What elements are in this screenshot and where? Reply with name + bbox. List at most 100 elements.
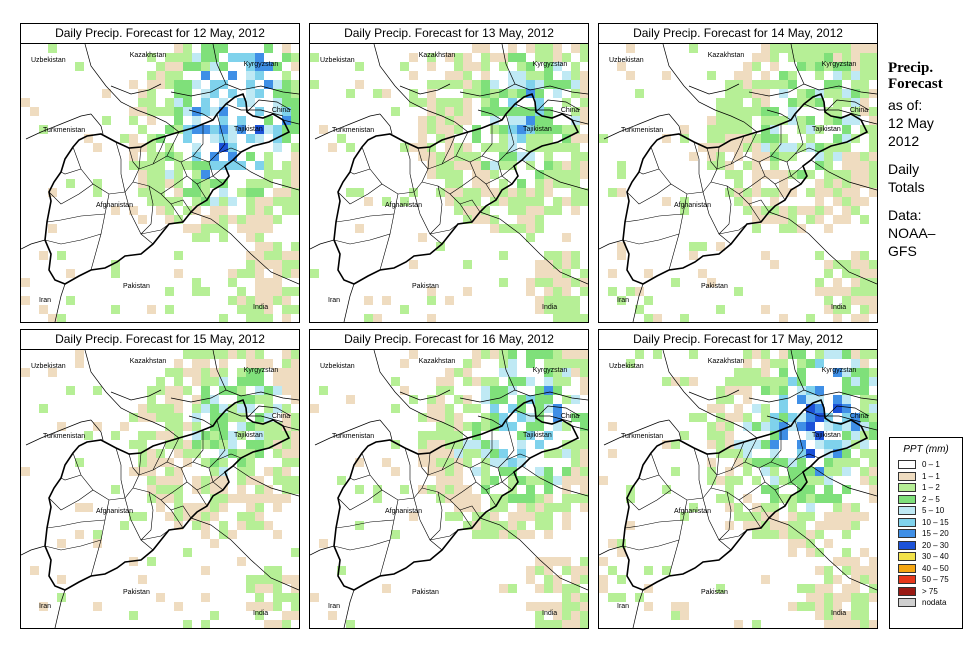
precip-cell	[255, 521, 264, 530]
border-line	[459, 389, 588, 403]
precip-cell	[319, 125, 328, 134]
precip-cell	[544, 170, 553, 179]
province-boundary	[335, 519, 395, 529]
precip-cell	[273, 143, 282, 152]
precip-cell	[562, 314, 571, 322]
precip-cell	[815, 359, 824, 368]
precip-cell	[219, 404, 228, 413]
precip-cell	[797, 44, 806, 53]
precip-cell	[743, 377, 752, 386]
country-label-afghanistan: Afghanistan	[674, 508, 711, 515]
precip-cell	[490, 377, 499, 386]
precip-cell	[806, 530, 815, 539]
precip-cell	[246, 206, 255, 215]
precip-cell	[535, 395, 544, 404]
precip-cell	[562, 53, 571, 62]
precip-map: KazakhstanUzbekistanKyrgyzstanChinaTurkm…	[599, 350, 877, 628]
precip-cell	[779, 170, 788, 179]
precip-cell	[427, 440, 436, 449]
precip-cell	[291, 152, 299, 161]
precip-cell	[824, 188, 833, 197]
precip-cell	[851, 278, 860, 287]
precip-cell	[264, 584, 273, 593]
precip-cell	[508, 53, 517, 62]
panel-title: Daily Precip. Forecast for 15 May, 2012	[21, 330, 299, 350]
border-line	[824, 99, 870, 113]
province-boundary	[124, 191, 154, 245]
precip-cell	[842, 395, 851, 404]
precip-cell	[824, 116, 833, 125]
precip-cell	[255, 314, 264, 322]
precip-cell	[562, 521, 571, 530]
precip-cell	[255, 179, 264, 188]
precip-cell	[481, 80, 490, 89]
precip-cell	[860, 215, 869, 224]
precip-cell	[580, 377, 588, 386]
precip-cell	[842, 53, 851, 62]
precip-cell	[617, 62, 626, 71]
precip-cell	[571, 179, 580, 188]
precip-cell	[553, 89, 562, 98]
precip-cell	[508, 368, 517, 377]
province-boundary	[748, 199, 770, 213]
precip-cell	[842, 521, 851, 530]
precip-cell	[210, 422, 219, 431]
precip-cell	[580, 107, 588, 116]
border-line	[188, 415, 214, 427]
precip-cell	[770, 188, 779, 197]
precip-cell	[481, 98, 490, 107]
precip-cell	[770, 467, 779, 476]
precip-cell	[273, 368, 282, 377]
precip-cell	[788, 413, 797, 422]
border-line	[399, 83, 451, 95]
precip-cell	[373, 494, 382, 503]
precip-cell	[752, 188, 761, 197]
precip-cell	[427, 80, 436, 89]
precip-cell	[463, 449, 472, 458]
precip-cell	[328, 611, 337, 620]
precip-cell	[761, 350, 770, 359]
precip-cell	[842, 386, 851, 395]
precip-cell	[436, 494, 445, 503]
precip-cell	[282, 449, 291, 458]
precip-cell	[138, 467, 147, 476]
precip-cell	[788, 521, 797, 530]
border-line	[212, 44, 227, 85]
precip-cell	[436, 476, 445, 485]
precip-cell	[445, 53, 454, 62]
precip-cell	[526, 71, 535, 80]
precip-cells	[310, 44, 588, 322]
precip-cell	[806, 386, 815, 395]
precip-cell	[219, 116, 228, 125]
precip-cell	[409, 98, 418, 107]
precip-cell	[273, 287, 282, 296]
precip-cell	[599, 476, 608, 485]
precip-cell	[752, 80, 761, 89]
precip-cell	[490, 512, 499, 521]
border-line	[599, 545, 624, 556]
precip-cell	[463, 359, 472, 368]
precip-cell	[174, 71, 183, 80]
precip-cell	[860, 350, 869, 359]
precip-cell	[228, 269, 237, 278]
precip-cell	[770, 422, 779, 431]
precip-cell	[842, 125, 851, 134]
precip-cell	[481, 350, 490, 359]
precip-cell	[553, 602, 562, 611]
precip-cell	[165, 125, 174, 134]
precip-cell	[282, 350, 291, 359]
border-line	[105, 85, 180, 133]
precip-cell	[472, 377, 481, 386]
precip-cell	[644, 566, 653, 575]
precip-cell	[869, 620, 877, 628]
precip-cell	[571, 494, 580, 503]
country-borders	[21, 44, 299, 322]
precip-cell	[228, 134, 237, 143]
precip-cell	[273, 431, 282, 440]
precip-cell	[508, 386, 517, 395]
precip-cell	[535, 422, 544, 431]
precip-cell	[526, 485, 535, 494]
province-boundary	[748, 505, 770, 519]
border-line	[603, 419, 670, 446]
precip-cell	[824, 620, 833, 628]
